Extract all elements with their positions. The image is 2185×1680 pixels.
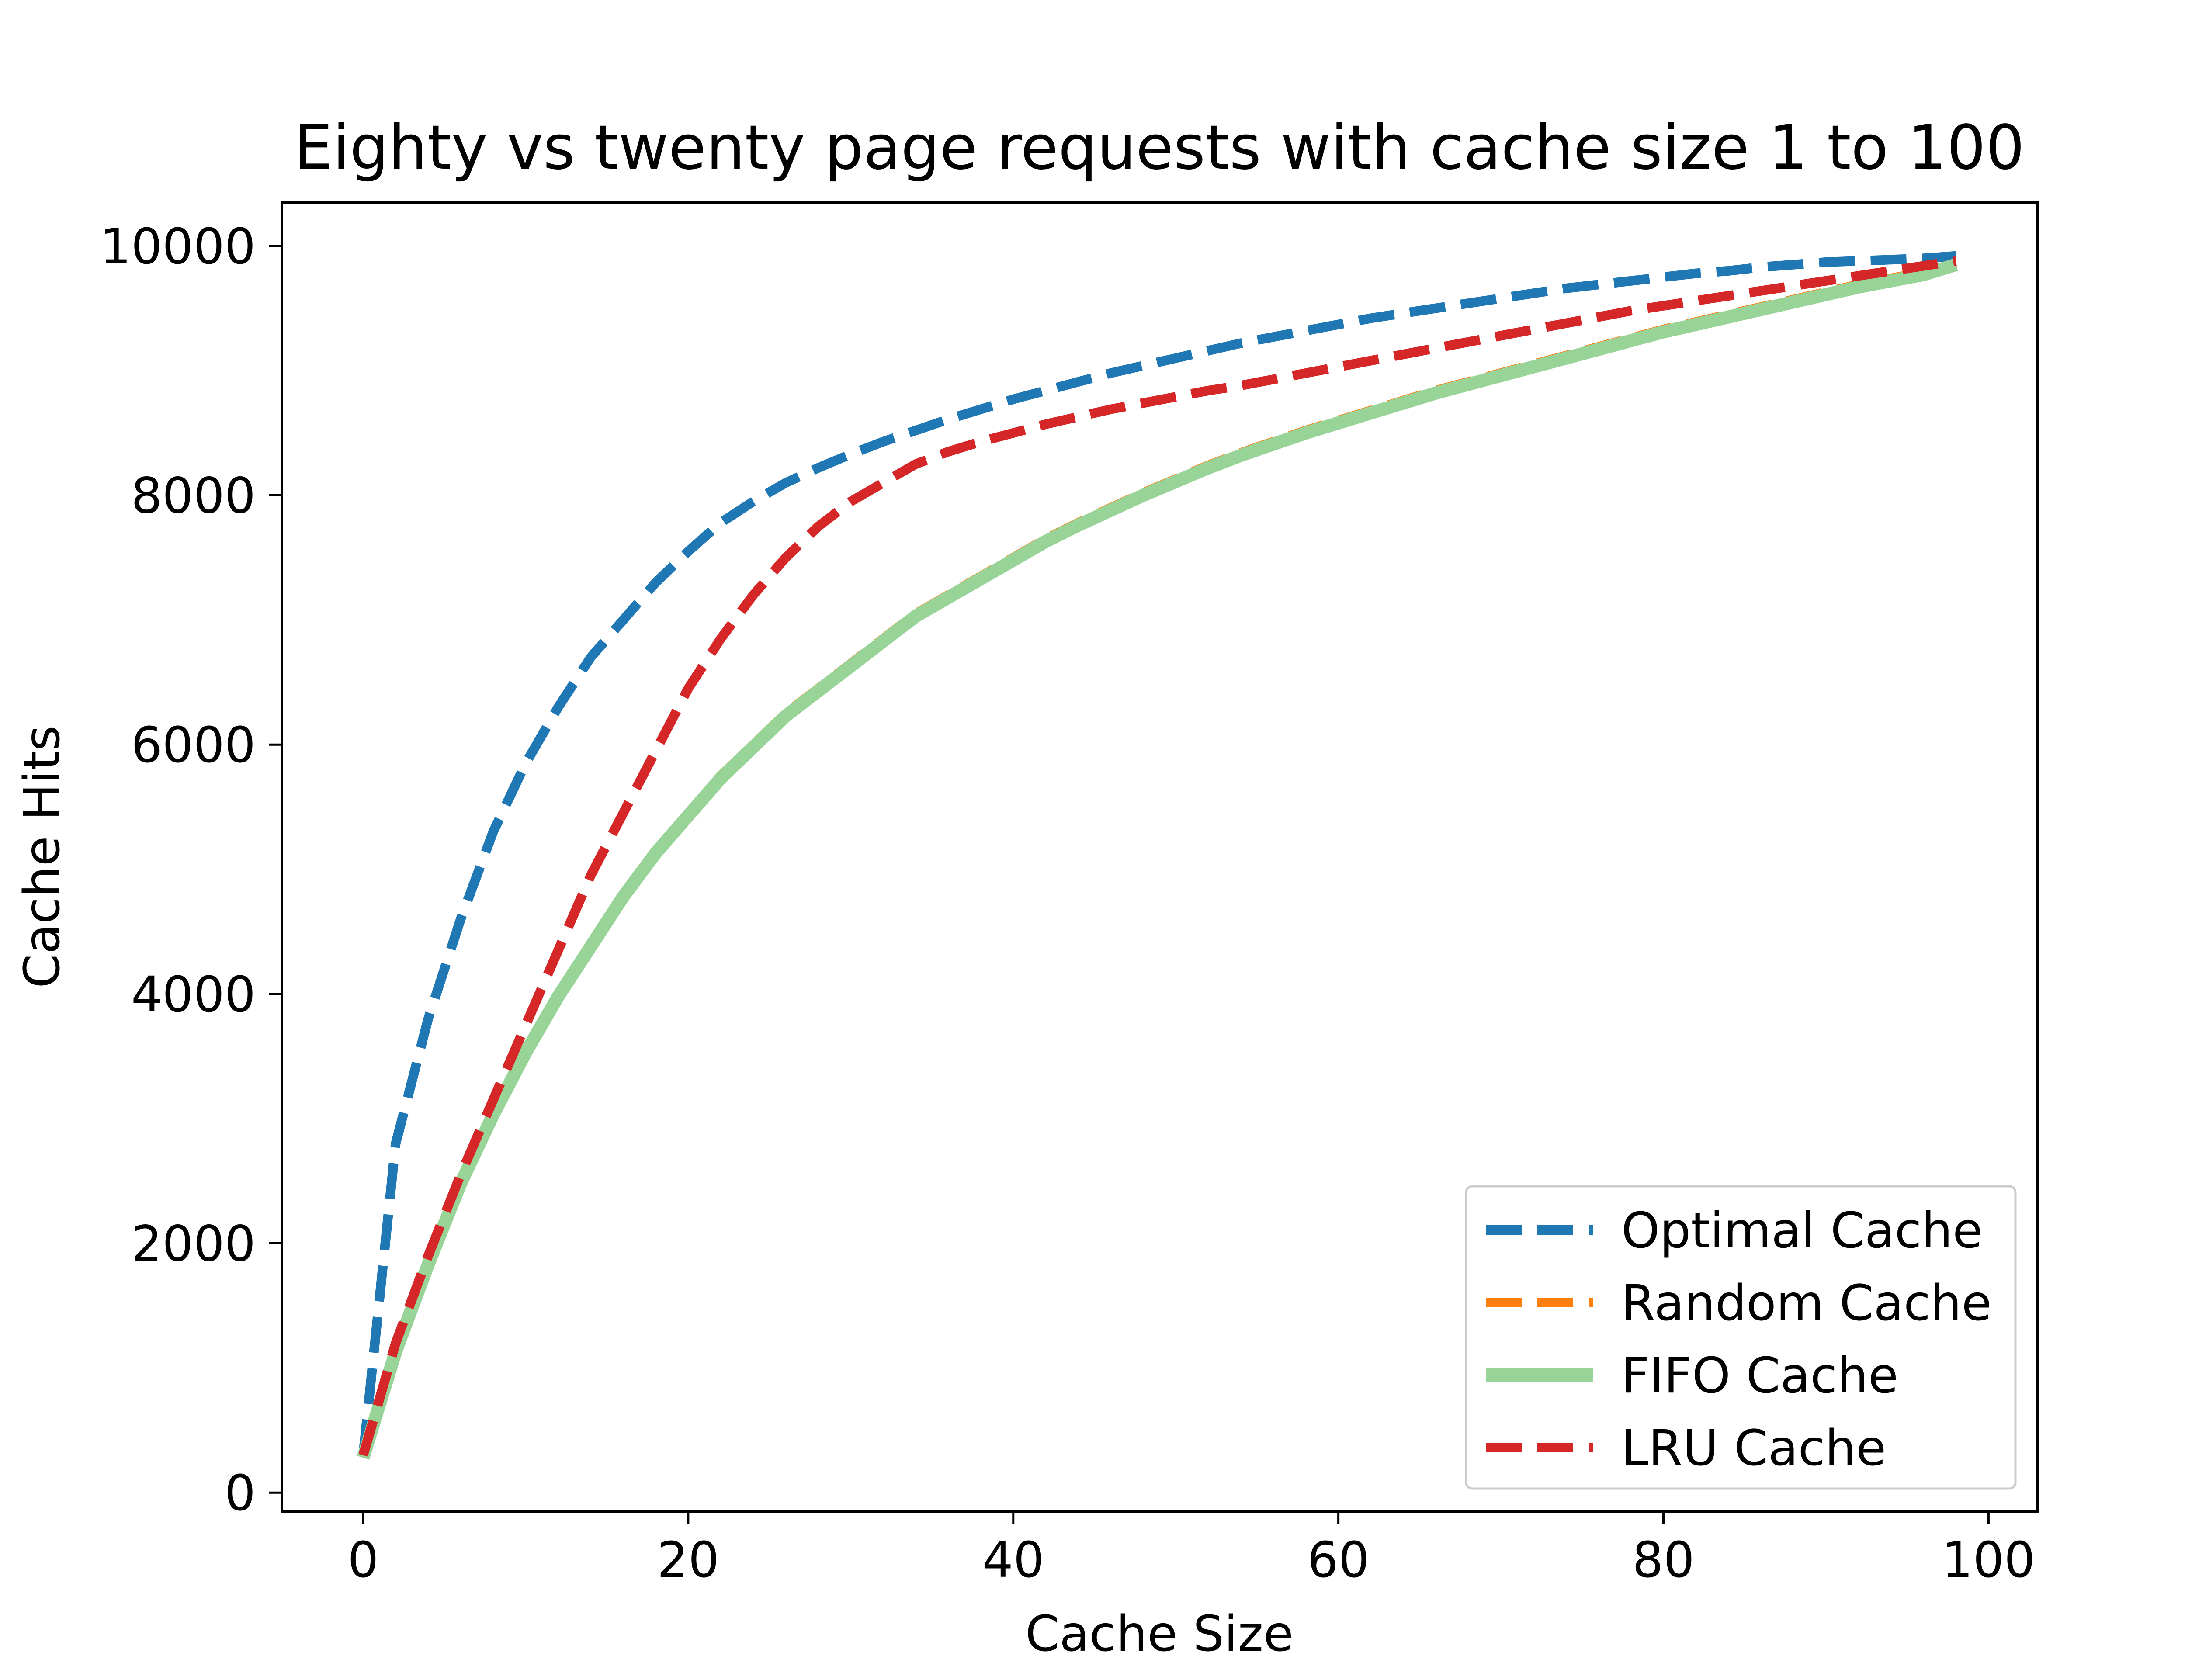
series-line-lru-cache — [358, 256, 1957, 1457]
axes-frame — [281, 201, 2039, 1513]
y-tick-label: 6000 — [131, 717, 256, 774]
y-axis: 0 2000 4000 6000 8000 10000 — [100, 218, 282, 1522]
y-axis-label: Cache Hits — [14, 725, 71, 988]
x-tick-label: 60 — [1307, 1532, 1370, 1589]
legend-label: FIFO Cache — [1621, 1347, 1898, 1404]
y-tick-label: 8000 — [131, 468, 256, 525]
x-tick-label: 20 — [657, 1532, 720, 1589]
legend-label: LRU Cache — [1621, 1420, 1886, 1477]
series-line-fifo-cache — [357, 258, 1958, 1460]
plot-area — [357, 251, 1958, 1460]
x-axis-label: Cache Size — [1025, 1606, 1294, 1663]
legend-label: Random Cache — [1621, 1275, 1992, 1332]
legend-label: Optimal Cache — [1621, 1202, 1983, 1259]
y-tick-label: 0 — [225, 1465, 256, 1522]
x-tick-label: 80 — [1632, 1532, 1695, 1589]
x-tick-label: 100 — [1942, 1532, 2036, 1589]
legend: Optimal Cache Random Cache FIFO Cache LRU C… — [1465, 1185, 2017, 1490]
y-tick-label: 4000 — [131, 966, 256, 1023]
x-tick-label: 40 — [982, 1532, 1044, 1589]
x-axis: 0 20 40 60 80 100 — [347, 1511, 2035, 1589]
y-tick-label: 10000 — [100, 218, 256, 275]
y-tick-label: 2000 — [131, 1216, 256, 1273]
x-tick-label: 0 — [347, 1532, 378, 1589]
chart-title: Eighty vs twenty page requests with cach… — [294, 112, 2025, 184]
legend-box — [1465, 1185, 2017, 1490]
series-line-optimal-cache — [358, 251, 1956, 1456]
